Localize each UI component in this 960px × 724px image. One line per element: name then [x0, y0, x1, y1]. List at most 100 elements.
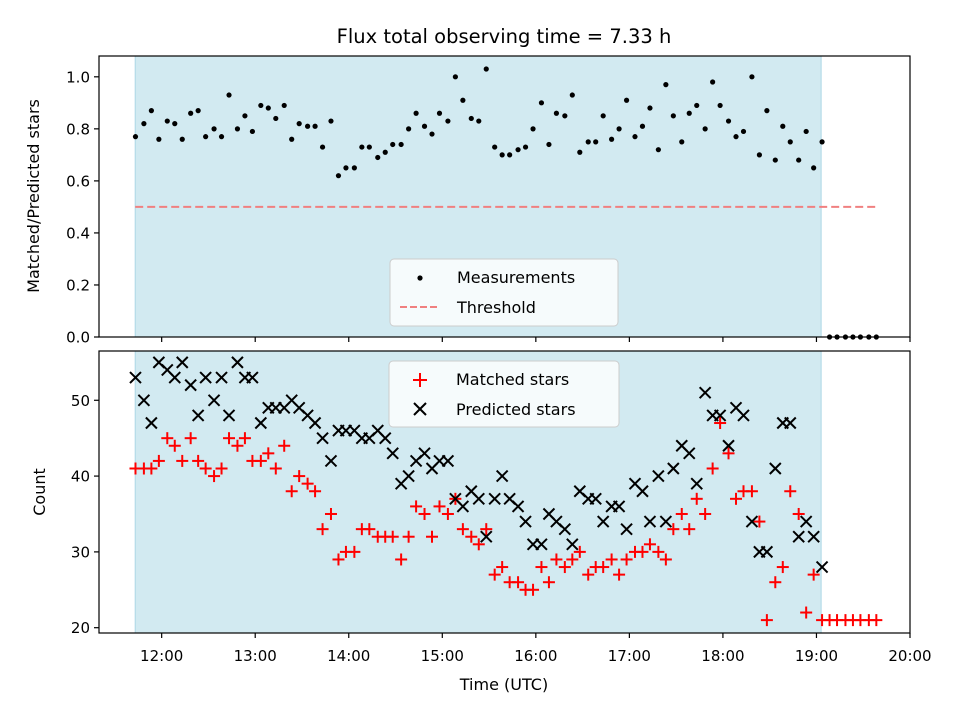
matched-star-point	[769, 576, 782, 589]
measurement-point	[663, 82, 669, 88]
matched-star-point	[496, 561, 509, 574]
matched-star-point	[613, 568, 626, 581]
measurement-point	[366, 144, 372, 150]
matched-star-point	[636, 545, 649, 558]
measurement-point	[398, 141, 404, 148]
top-y-tick-label: 0.2	[66, 276, 90, 294]
measurement-point	[780, 123, 786, 129]
legend-measurements-marker	[417, 275, 423, 281]
matched-star-point	[161, 432, 174, 445]
predicted-star-point	[643, 515, 657, 528]
measurement-point	[218, 134, 225, 140]
legend-measurements-label: Measurements	[457, 268, 575, 287]
measurement-point	[172, 121, 178, 127]
predicted-star-point	[480, 530, 493, 543]
measurement-point	[421, 123, 428, 129]
predicted-star-point	[207, 394, 221, 407]
measurement-point	[632, 134, 638, 140]
x-tick-label: 19:00	[795, 647, 838, 665]
predicted-star-point	[199, 371, 212, 384]
measurement-point	[249, 128, 256, 135]
matched-star-point	[643, 538, 656, 551]
predicted-star-point	[324, 454, 338, 468]
predicted-star-point	[129, 371, 142, 384]
predicted-star-point	[566, 538, 579, 551]
matched-star-point	[456, 523, 469, 536]
x-tick-label: 17:00	[608, 647, 651, 665]
matched-star-point	[542, 576, 555, 589]
measurement-point	[639, 123, 646, 129]
predicted-star-point	[176, 356, 189, 369]
matched-star-point	[433, 500, 446, 513]
matched-star-point	[472, 538, 485, 551]
bottom-panel: 20 30 40 50 12:00 13:00 14:00 15:00 16:00 17:00 18…	[30, 350, 932, 694]
matched-star-point	[176, 454, 189, 467]
legend-matched-label: Matched stars	[456, 370, 569, 389]
measurement-point	[351, 165, 357, 171]
matched-star-point	[145, 462, 158, 475]
measurement-point	[319, 144, 326, 150]
predicted-star-point	[488, 492, 501, 506]
predicted-star-point	[558, 522, 572, 536]
matched-star-point	[199, 462, 212, 475]
predicted-star-point	[316, 431, 329, 445]
predicted-star-point	[636, 485, 649, 498]
top-panel: 0.0 0.2 0.4 0.6 0.8 1.0 Matched/Predicted sta…	[24, 55, 911, 347]
matched-star-point	[262, 447, 275, 460]
top-y-tick-label: 0.4	[66, 224, 90, 242]
predicted-star-point	[760, 545, 774, 559]
measurement-point	[811, 165, 817, 171]
matched-star-point	[309, 485, 322, 498]
measurement-point	[530, 126, 536, 132]
measurement-point	[148, 108, 154, 114]
predicted-star-point	[441, 454, 455, 468]
measurement-point	[553, 110, 560, 116]
matched-star-point	[223, 432, 236, 445]
x-tick-label: 20:00	[888, 647, 931, 665]
measurement-point	[569, 92, 575, 98]
predicted-star-point	[519, 515, 532, 528]
matched-star-point	[238, 432, 251, 445]
matched-star-point	[800, 606, 813, 619]
matched-star-point	[184, 432, 197, 445]
measurement-point	[156, 136, 162, 142]
bottom-y-tick-label: 40	[71, 468, 90, 486]
measurement-point	[507, 152, 513, 158]
predicted-star-point	[815, 560, 829, 574]
measurement-point	[772, 157, 778, 163]
measurement-point	[740, 128, 747, 135]
top-y-axis-label: Matched/Predicted stars	[24, 99, 43, 293]
measurement-point	[296, 121, 302, 127]
top-y-tick-label: 1.0	[66, 68, 90, 86]
matched-star-point	[792, 507, 805, 520]
bottom-data-layer	[129, 356, 883, 627]
matched-star-point	[573, 545, 586, 558]
predicted-star-point	[620, 522, 633, 536]
top-axes: 0.0 0.2 0.4 0.6 0.8 1.0	[66, 55, 911, 347]
predicted-star-point	[807, 530, 820, 543]
measurement-point	[749, 74, 755, 80]
x-tick-label: 18:00	[701, 647, 744, 665]
matched-star-point	[776, 561, 789, 574]
matched-star-point	[332, 553, 345, 566]
matched-star-point	[316, 523, 329, 536]
legend-matched-marker	[413, 373, 427, 387]
measurement-point	[390, 141, 396, 148]
predicted-star-point	[246, 371, 259, 384]
predicted-star-point	[495, 469, 509, 483]
measurement-point	[195, 108, 201, 114]
matched-star-point	[722, 447, 735, 460]
measurement-point	[819, 139, 825, 145]
measurement-point	[623, 97, 630, 103]
predicted-star-point	[145, 416, 158, 430]
matched-star-point	[527, 583, 540, 596]
measurement-point	[562, 113, 568, 119]
measurement-point	[132, 134, 139, 140]
matched-star-point	[760, 614, 773, 627]
measurement-point	[304, 123, 311, 129]
x-tick-label: 12:00	[140, 647, 183, 665]
bottom-y-tick-label: 30	[71, 543, 90, 561]
predicted-star-point	[472, 492, 485, 506]
predicted-star-point	[456, 500, 470, 513]
